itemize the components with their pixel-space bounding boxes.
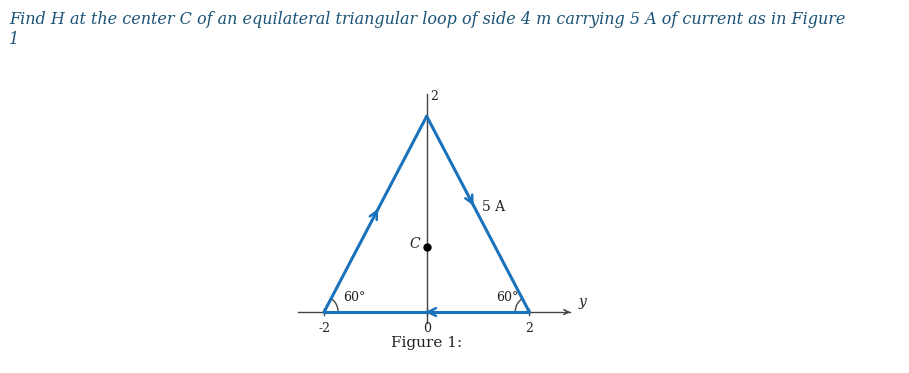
Text: 2: 2: [525, 322, 534, 335]
Text: Figure 1:: Figure 1:: [391, 336, 463, 350]
Text: y: y: [578, 295, 586, 309]
Text: 0: 0: [423, 322, 431, 335]
Text: 2: 2: [430, 90, 438, 103]
Text: Find H at the center C of an equilateral triangular loop of side 4 m carrying 5 : Find H at the center C of an equilateral…: [9, 11, 845, 48]
Text: C: C: [410, 237, 421, 251]
Text: 5 A: 5 A: [482, 200, 505, 214]
Text: 60°: 60°: [496, 291, 518, 304]
Text: 60°: 60°: [344, 291, 366, 304]
Text: -2: -2: [318, 322, 330, 335]
